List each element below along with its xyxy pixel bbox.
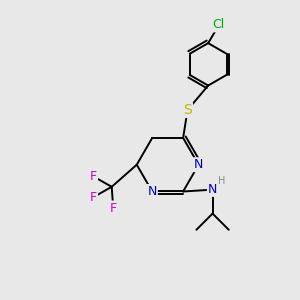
Text: S: S	[183, 103, 192, 117]
Text: F: F	[90, 170, 97, 183]
Text: N: N	[194, 158, 203, 171]
Text: H: H	[218, 176, 226, 186]
Text: Cl: Cl	[212, 18, 225, 32]
Text: N: N	[208, 183, 217, 196]
Text: F: F	[90, 190, 97, 204]
Text: F: F	[110, 202, 117, 214]
Text: N: N	[148, 185, 157, 198]
